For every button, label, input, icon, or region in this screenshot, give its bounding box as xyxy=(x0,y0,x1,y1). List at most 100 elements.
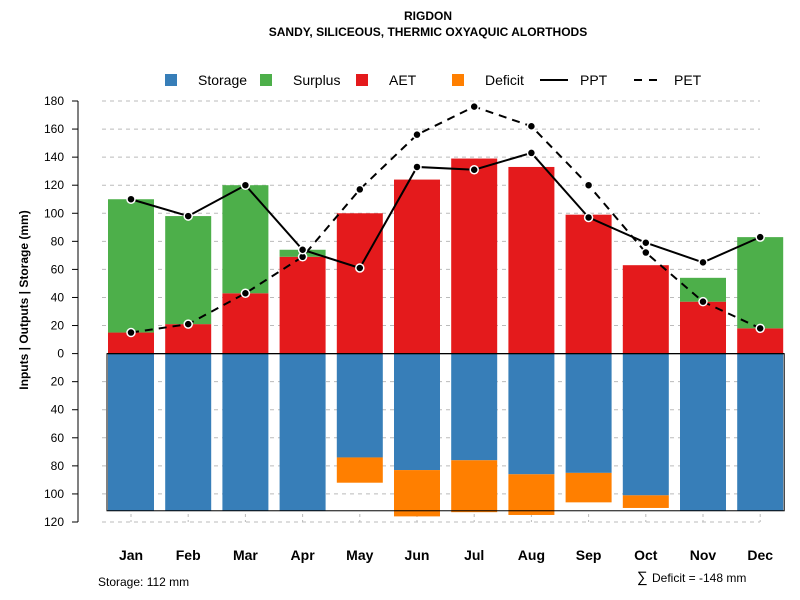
ppt-point xyxy=(755,232,765,242)
x-tick-label: Aug xyxy=(518,547,545,563)
ppt-point xyxy=(583,212,594,223)
bars xyxy=(106,158,785,517)
x-tick-label: Mar xyxy=(233,547,258,563)
storage-bar xyxy=(737,353,784,511)
aet-bar xyxy=(165,324,212,354)
series-lines xyxy=(126,101,765,338)
legend-swatch-surplus xyxy=(260,74,272,86)
pet-point xyxy=(412,129,422,140)
aet-bar xyxy=(565,214,612,354)
pet-point xyxy=(183,319,193,329)
storage-bar xyxy=(165,353,212,511)
storage-bar xyxy=(622,353,669,496)
x-tick-label: May xyxy=(346,547,373,563)
aet-bar xyxy=(622,265,669,354)
x-tick-label: Apr xyxy=(291,547,316,563)
storage-bar xyxy=(279,353,326,511)
pet-point xyxy=(469,101,479,112)
ppt-point xyxy=(240,180,251,190)
y-tick-label: 120 xyxy=(44,515,64,529)
y-tick-label: 120 xyxy=(44,178,64,192)
y-tick-label: 20 xyxy=(51,319,65,333)
ppt-point xyxy=(526,148,537,158)
surplus-bar xyxy=(680,277,726,302)
storage-bar xyxy=(451,353,498,461)
ppt-point xyxy=(412,162,422,172)
x-tick-label: Sep xyxy=(576,547,602,563)
storage-bar xyxy=(394,353,440,471)
pet-point xyxy=(755,323,765,334)
storage-footer: Storage: 112 mm xyxy=(98,575,189,589)
y-tick-label: 160 xyxy=(44,122,64,136)
deficit-footer: Deficit = -148 mm xyxy=(652,571,746,585)
x-tick-label: Jul xyxy=(464,547,484,563)
sum-icon: ∑ xyxy=(637,569,648,586)
storage-bar xyxy=(680,353,726,511)
y-tick-label: 100 xyxy=(44,487,64,501)
axes: 180 160 140 120 100 80 60 40 20 0 20 40 60 80 100 120 Ja… xyxy=(44,94,773,563)
deficit-bar xyxy=(508,474,555,515)
y-tick-label: 40 xyxy=(51,403,65,417)
deficit-bar xyxy=(622,495,669,508)
storage-bar xyxy=(336,353,383,458)
pet-point xyxy=(641,247,651,258)
ppt-point xyxy=(183,211,193,221)
legend-swatch-storage xyxy=(165,74,177,86)
surplus-bar xyxy=(108,199,154,333)
storage-bar xyxy=(565,353,612,473)
deficit-bar xyxy=(451,460,498,513)
x-tick-label: Feb xyxy=(176,547,201,563)
surplus-bar xyxy=(737,237,784,329)
y-tick-label: 100 xyxy=(44,206,64,220)
chart-title: RIGDON xyxy=(404,9,452,23)
pet-line xyxy=(130,105,761,334)
ppt-point xyxy=(469,165,479,175)
y-tick-label: 0 xyxy=(57,347,64,361)
x-tick-label: Oct xyxy=(634,547,658,563)
ppt-point xyxy=(698,257,708,268)
pet-point xyxy=(583,180,594,190)
legend-swatch-deficit xyxy=(452,74,464,86)
aet-bar xyxy=(394,179,440,354)
legend-label-pet: PET xyxy=(674,72,702,88)
legend: Storage Surplus AET Deficit PPT PET xyxy=(165,72,702,88)
legend-label-deficit: Deficit xyxy=(485,72,524,88)
legend-label-aet: AET xyxy=(389,72,417,88)
y-tick-label: 20 xyxy=(51,375,65,389)
y-tick-label: 40 xyxy=(51,290,65,304)
deficit-bar xyxy=(565,472,612,503)
storage-bar xyxy=(222,353,269,511)
pet-point xyxy=(240,288,251,299)
storage-bar xyxy=(108,353,154,511)
y-axis-label: Inputs | Outputs | Storage (mm) xyxy=(17,210,31,389)
legend-label-surplus: Surplus xyxy=(293,72,340,88)
legend-label-ppt: PPT xyxy=(580,72,608,88)
deficit-bar xyxy=(336,457,383,483)
y-tick-label: 180 xyxy=(44,94,64,108)
aet-bar xyxy=(680,301,726,354)
aet-bar xyxy=(279,256,326,354)
y-tick-label: 140 xyxy=(44,150,64,164)
aet-bar xyxy=(336,213,383,354)
deficit-bar xyxy=(394,470,440,517)
y-tick-label: 60 xyxy=(51,431,65,445)
surplus-bar xyxy=(222,185,269,294)
ppt-point xyxy=(126,194,136,204)
y-tick-label: 80 xyxy=(51,459,65,473)
pet-point xyxy=(355,184,365,195)
legend-label-storage: Storage xyxy=(198,72,247,88)
aet-bar xyxy=(222,293,269,354)
surplus-bar xyxy=(165,216,212,325)
y-tick-label: 60 xyxy=(51,262,65,276)
ppt-line xyxy=(130,151,761,270)
y-tick-label: 80 xyxy=(51,234,65,248)
aet-bar xyxy=(508,166,555,354)
storage-bar xyxy=(508,353,555,475)
aet-bar xyxy=(108,332,154,354)
x-tick-label: Jun xyxy=(405,547,430,563)
chart-subtitle: SANDY, SILICEOUS, THERMIC OXYAQUIC ALORT… xyxy=(269,25,587,39)
ppt-point xyxy=(355,263,365,273)
legend-swatch-aet xyxy=(356,74,368,86)
x-tick-label: Jan xyxy=(119,547,143,563)
